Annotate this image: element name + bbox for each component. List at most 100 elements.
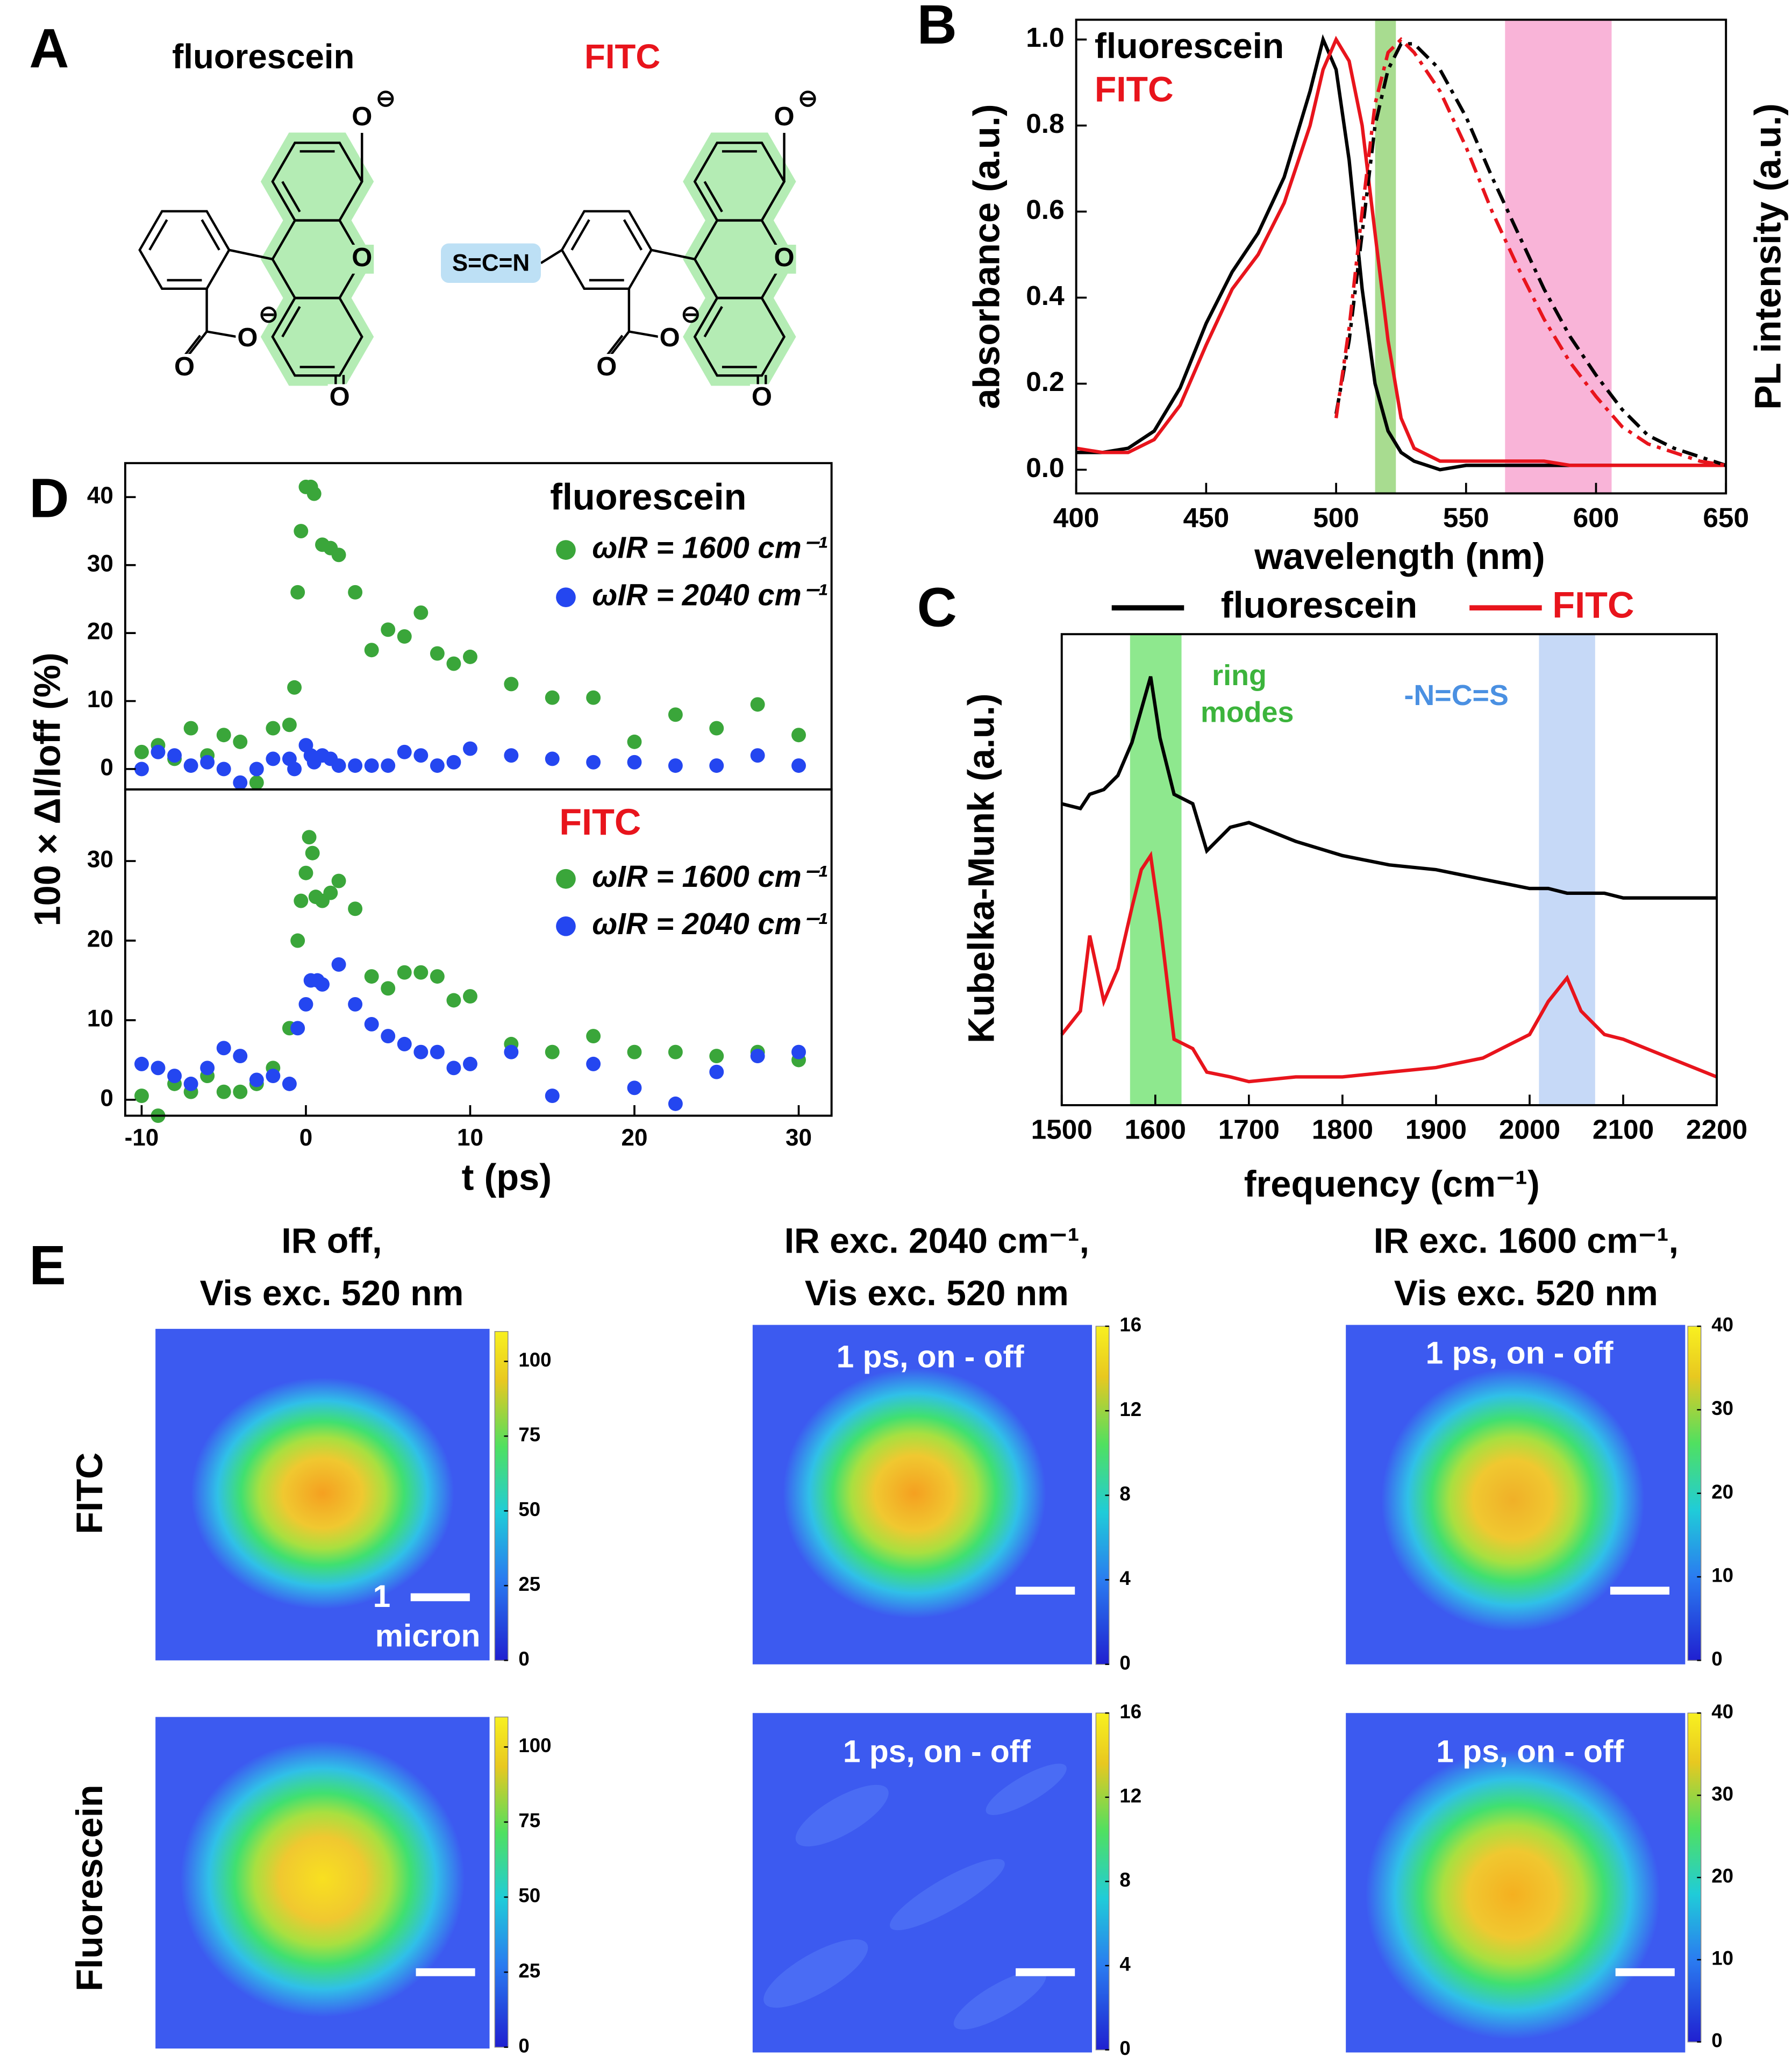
scatter-point <box>381 1029 396 1044</box>
colorbar-tick-label: 50 <box>518 1498 540 1520</box>
panel-label: E <box>29 1234 66 1296</box>
column-header: Vis exc. 520 nm <box>200 1273 464 1313</box>
scatter-point <box>315 977 330 992</box>
x-tick-label: 500 <box>1313 502 1359 533</box>
scatter-point <box>282 1076 297 1091</box>
scatter-point <box>413 965 429 980</box>
scatter-point <box>668 707 683 722</box>
map-annotation: 1 ps, on - off <box>837 1340 1024 1375</box>
scatter-point <box>249 762 264 777</box>
scatter-point <box>282 717 297 732</box>
colorbar-tick-label: 30 <box>1711 1783 1733 1805</box>
scale-label: 1 <box>373 1579 391 1614</box>
charge: ⊖ <box>798 86 818 112</box>
atom-label: O <box>352 102 372 131</box>
atom-mask <box>595 354 619 383</box>
atom-label: O <box>752 382 772 411</box>
scatter-point <box>627 1044 642 1059</box>
scatter-point <box>134 762 149 777</box>
scatter-point <box>627 1080 642 1095</box>
scatter-point <box>331 957 346 972</box>
row-label: FITC <box>69 1453 110 1534</box>
panel-label: D <box>29 467 69 529</box>
atom-label: O <box>352 243 372 272</box>
scatter-point <box>305 845 320 860</box>
heatmap-spot <box>180 1740 465 2017</box>
scatter-point <box>545 690 560 705</box>
scatter-point <box>167 1069 182 1084</box>
legend-marker <box>556 587 576 608</box>
x-axis-label: t (ps) <box>462 1157 552 1198</box>
scale-bar <box>1016 1968 1075 1976</box>
map-annotation: 1 ps, on - off <box>1436 1734 1624 1769</box>
atom-label: O <box>774 102 795 131</box>
scatter-point <box>200 755 215 770</box>
heatmap-noise <box>795 1784 889 1847</box>
scatter-point <box>463 989 477 1004</box>
line-series <box>1334 37 1726 467</box>
scatter-point <box>306 486 322 501</box>
x-tick-label: 2100 <box>1593 1113 1654 1144</box>
scatter-point <box>750 1049 765 1064</box>
scatter-point <box>504 1044 519 1059</box>
legend-marker <box>556 540 576 560</box>
ring <box>271 297 363 377</box>
legend-label: FITC <box>1095 69 1174 109</box>
scale-bar <box>1610 1587 1669 1595</box>
colorbar-tick-label: 75 <box>518 1810 540 1832</box>
bond <box>703 181 723 212</box>
heatmap-noise <box>986 1763 1067 1815</box>
scatter-point <box>446 993 461 1008</box>
colorbar-tick-label: 4 <box>1119 1567 1131 1589</box>
plot-frame <box>1060 633 1718 1106</box>
scatter-point <box>791 1044 806 1059</box>
scatter-point <box>545 751 560 766</box>
scatter-point <box>249 1072 264 1087</box>
y-tick-label: 0.6 <box>1026 194 1064 225</box>
y-tick-label: 0.8 <box>1026 108 1064 139</box>
scatter-point <box>287 762 302 777</box>
scatter-point <box>134 1089 149 1104</box>
colorbar-tick-label: 10 <box>1711 1947 1733 1969</box>
scatter-point <box>183 1076 198 1091</box>
scatter-point <box>233 1084 248 1099</box>
chromophore-highlight <box>260 132 374 231</box>
column-header: IR exc. 1600 cm⁻¹, <box>1374 1220 1679 1260</box>
colorbar-tick-label: 0 <box>1711 2030 1722 2052</box>
scatter-point <box>381 758 396 773</box>
colorbar-tick-label: 0 <box>518 1648 529 1670</box>
colorbar-tick-label: 8 <box>1119 1869 1130 1891</box>
bond <box>540 248 563 265</box>
scatter-point <box>381 622 396 637</box>
molecule-name: FITC <box>584 38 660 76</box>
legend-label: ωIR = 2040 cm⁻¹ <box>592 578 827 612</box>
annotation: modes <box>1201 696 1294 729</box>
bond <box>703 305 723 338</box>
scatter-point <box>266 1069 281 1084</box>
heatmap-spot <box>1381 1368 1645 1632</box>
scale-bar <box>1615 1968 1675 1976</box>
bond <box>201 219 220 251</box>
map-annotation: 1 ps, on - off <box>843 1734 1031 1769</box>
scatter-point <box>430 969 445 984</box>
scale-bar <box>410 1593 470 1602</box>
line-series <box>1076 35 1726 467</box>
scatter-point <box>348 997 363 1012</box>
y2-axis-label: PL intensity (a.u.) <box>1747 103 1788 410</box>
scatter-point <box>430 758 445 773</box>
scatter-point <box>446 656 461 671</box>
bond <box>651 248 695 261</box>
x-tick-label: 30 <box>786 1125 812 1151</box>
bond <box>281 305 301 338</box>
bond <box>281 181 301 212</box>
scatter-point <box>167 748 182 763</box>
y-tick-label: 10 <box>87 1006 113 1032</box>
scatter-point <box>709 1064 724 1079</box>
scatter-point <box>249 775 264 790</box>
scatter-point <box>151 744 166 759</box>
legend-label: fluorescein <box>1095 26 1284 66</box>
x-tick-label: 1600 <box>1125 1113 1186 1144</box>
scatter-point <box>290 1021 305 1036</box>
y-tick-label: 30 <box>87 846 113 873</box>
scatter-point <box>233 734 248 749</box>
